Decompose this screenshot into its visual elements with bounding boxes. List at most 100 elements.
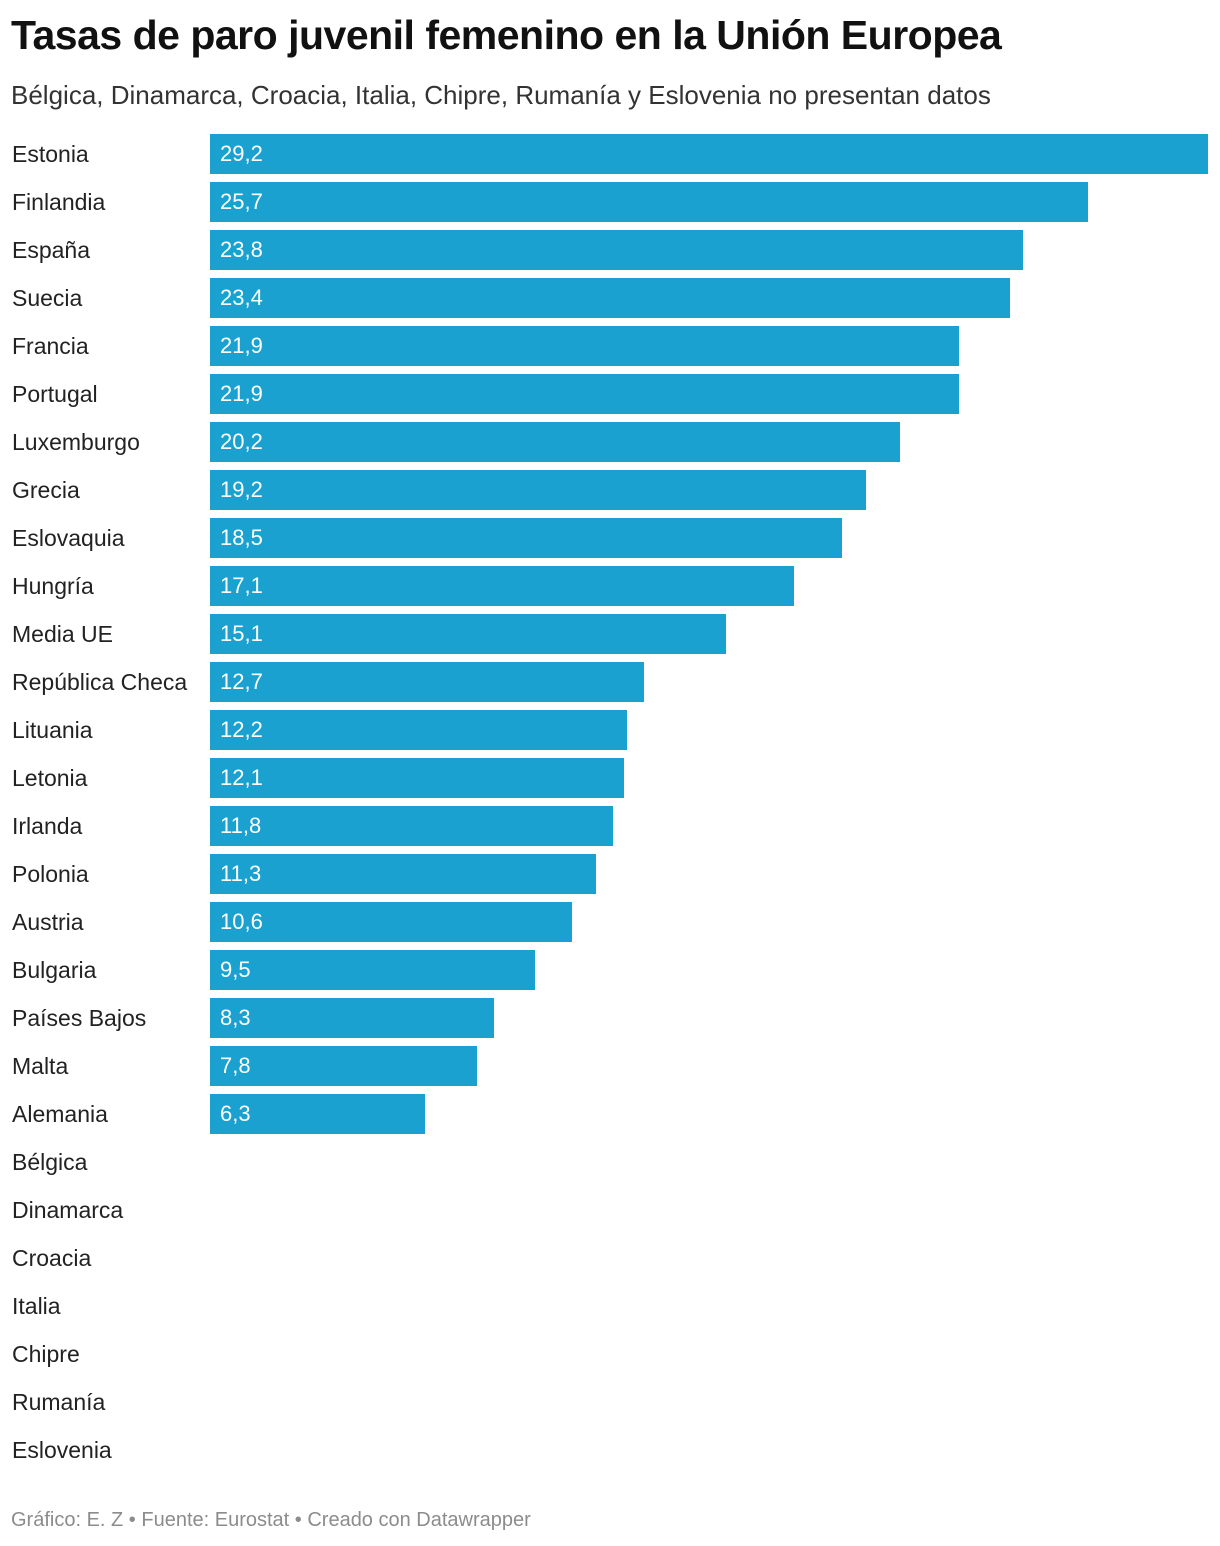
bar-value-label: 19,2	[220, 477, 263, 502]
category-label: República Checa	[12, 669, 188, 695]
bar-row: Austria 10,6	[0, 898, 1220, 946]
bar-row: Francia 21,9	[0, 322, 1220, 370]
bar-value-label: 12,7	[220, 669, 263, 694]
category-label: Italia	[12, 1293, 61, 1319]
bar-row: Bulgaria 9,5	[0, 946, 1220, 994]
bar-value-label: 21,9	[220, 333, 263, 358]
bar: 17,1	[210, 566, 794, 606]
bar: 18,5	[210, 518, 842, 558]
bar: 6,3	[210, 1094, 425, 1134]
bar-row: Letonia 12,1	[0, 754, 1220, 802]
bar-row: Media UE 15,1	[0, 610, 1220, 658]
bar-value-label: 18,5	[220, 525, 263, 550]
bar-row: España 23,8	[0, 226, 1220, 274]
bar-value-label: 9,5	[220, 957, 251, 982]
bar: 19,2	[210, 470, 866, 510]
bar: 12,7	[210, 662, 644, 702]
category-label: Bulgaria	[12, 957, 97, 983]
bar-row: Países Bajos 8,3	[0, 994, 1220, 1042]
bar-row: Bélgica	[0, 1138, 1220, 1186]
bar-value-label: 25,7	[220, 189, 263, 214]
bar: 15,1	[210, 614, 726, 654]
bar-row: Estonia 29,2	[0, 130, 1220, 178]
bar-row: Rumanía	[0, 1378, 1220, 1426]
category-label: Suecia	[12, 285, 83, 311]
bar-value-label: 7,8	[220, 1053, 251, 1078]
bar-value-label: 11,3	[220, 861, 262, 886]
category-label: Polonia	[12, 861, 89, 887]
bar: 8,3	[210, 998, 494, 1038]
bar-row: Chipre	[0, 1330, 1220, 1378]
category-label: Chipre	[12, 1341, 80, 1367]
category-label: Luxemburgo	[12, 429, 140, 455]
bar: 20,2	[210, 422, 900, 462]
chart-subtitle: Bélgica, Dinamarca, Croacia, Italia, Chi…	[11, 80, 991, 110]
category-label: Eslovenia	[12, 1437, 112, 1463]
category-label: Austria	[12, 909, 84, 935]
category-label: Croacia	[12, 1245, 92, 1271]
bar: 11,8	[210, 806, 613, 846]
bar: 21,9	[210, 326, 959, 366]
bar-row: Malta 7,8	[0, 1042, 1220, 1090]
category-label: Estonia	[12, 141, 89, 167]
bar: 12,1	[210, 758, 624, 798]
bar: 12,2	[210, 710, 627, 750]
bar-row: República Checa 12,7	[0, 658, 1220, 706]
category-label: Media UE	[12, 621, 113, 647]
bar-value-label: 6,3	[220, 1101, 251, 1126]
bar: 10,6	[210, 902, 572, 942]
bar-value-label: 12,2	[220, 717, 263, 742]
category-label: Hungría	[12, 573, 94, 599]
category-label: Dinamarca	[12, 1197, 124, 1223]
bar-row: Luxemburgo 20,2	[0, 418, 1220, 466]
category-label: Grecia	[12, 477, 80, 503]
bar-value-label: 8,3	[220, 1005, 251, 1030]
bar: 29,2	[210, 134, 1208, 174]
category-label: Malta	[12, 1053, 69, 1079]
category-label: Rumanía	[12, 1389, 106, 1415]
bar: 21,9	[210, 374, 959, 414]
bar-row: Croacia	[0, 1234, 1220, 1282]
bar: 9,5	[210, 950, 535, 990]
category-label: Francia	[12, 333, 89, 359]
bar-row: Dinamarca	[0, 1186, 1220, 1234]
category-label: Letonia	[12, 765, 88, 791]
bar-value-label: 29,2	[220, 141, 263, 166]
bar-value-label: 23,4	[220, 285, 263, 310]
bar-row: Lituania 12,2	[0, 706, 1220, 754]
category-label: Alemania	[12, 1101, 108, 1127]
bar-chart: Estonia 29,2 Finlandia 25,7 España 23,8 Suecia…	[0, 130, 1220, 1474]
category-label: Lituania	[12, 717, 93, 743]
category-label: Eslovaquia	[12, 525, 125, 551]
category-label: Bélgica	[12, 1149, 88, 1175]
bar: 11,3	[210, 854, 596, 894]
bar-value-label: 11,8	[220, 813, 262, 838]
bar-value-label: 17,1	[220, 573, 263, 598]
category-label: Irlanda	[12, 813, 83, 839]
bar-row: Grecia 19,2	[0, 466, 1220, 514]
bar-row: Alemania 6,3	[0, 1090, 1220, 1138]
bar-value-label: 15,1	[220, 621, 263, 646]
bar-value-label: 21,9	[220, 381, 263, 406]
bar-row: Irlanda 11,8	[0, 802, 1220, 850]
category-label: España	[12, 237, 91, 263]
bar-row: Eslovenia	[0, 1426, 1220, 1474]
bar-value-label: 10,6	[220, 909, 263, 934]
bar-value-label: 12,1	[220, 765, 263, 790]
chart-footer-source: Gráfico: E. Z • Fuente: Eurostat • Cread…	[11, 1509, 531, 1531]
bar: 23,8	[210, 230, 1023, 270]
bar-value-label: 20,2	[220, 429, 263, 454]
category-label: Países Bajos	[12, 1005, 147, 1031]
bar: 25,7	[210, 182, 1088, 222]
bar-value-label: 23,8	[220, 237, 263, 262]
bar-row: Polonia 11,3	[0, 850, 1220, 898]
bar: 23,4	[210, 278, 1010, 318]
category-label: Portugal	[12, 381, 98, 407]
bar-row: Eslovaquia 18,5	[0, 514, 1220, 562]
bar-row: Portugal 21,9	[0, 370, 1220, 418]
bar-row: Suecia 23,4	[0, 274, 1220, 322]
bar: 7,8	[210, 1046, 477, 1086]
chart-title: Tasas de paro juvenil femenino en la Uni…	[11, 12, 1002, 58]
bar-row: Hungría 17,1	[0, 562, 1220, 610]
bar-row: Italia	[0, 1282, 1220, 1330]
